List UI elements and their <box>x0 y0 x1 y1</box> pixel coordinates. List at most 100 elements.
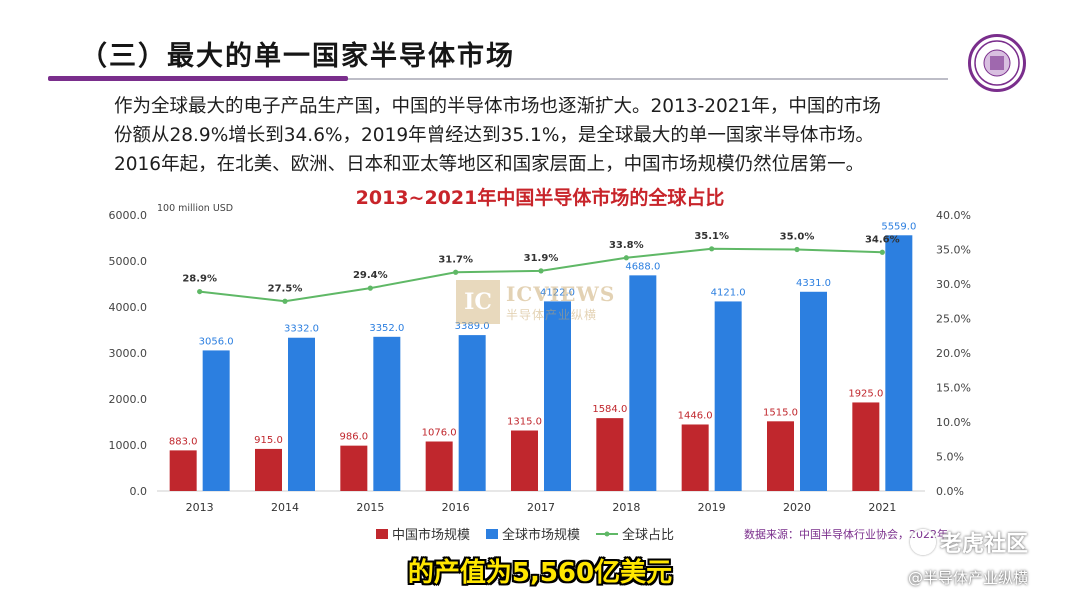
share-point <box>367 285 373 291</box>
bar-china-market <box>681 424 709 491</box>
data-label-global: 4331.0 <box>796 278 831 289</box>
legend-label: 全球市场规模 <box>502 528 581 543</box>
y-right-tick-label: 30.0% <box>936 278 971 291</box>
data-label-china: 1446.0 <box>678 410 713 421</box>
seal-graphic <box>974 40 1020 86</box>
watermark-name: ICVIEWS <box>506 281 616 306</box>
bar-global-market <box>629 275 657 491</box>
bar-global-market <box>373 336 401 491</box>
bar-global-market <box>202 350 230 491</box>
tiger-community-icon <box>910 529 936 555</box>
y-left-tick-label: 5000.0 <box>109 255 148 268</box>
data-label-china: 1315.0 <box>507 417 542 428</box>
data-label-share: 34.6% <box>865 234 900 245</box>
y-right-tick-label: 40.0% <box>936 209 971 222</box>
y-right-tick-label: 0.0% <box>936 485 964 498</box>
data-label-global: 3056.0 <box>199 336 234 347</box>
legend-label: 全球占比 <box>622 528 675 543</box>
share-point <box>197 288 203 295</box>
data-label-china: 1584.0 <box>592 404 627 415</box>
y-left-tick-label: 3000.0 <box>109 347 148 360</box>
x-axis-tick-label: 2016 <box>442 501 470 514</box>
data-label-share: 31.9% <box>524 253 559 264</box>
share-point <box>879 249 885 255</box>
chart-title: 2013~2021年中国半导体市场的全球占比 <box>355 187 725 209</box>
data-label-share: 28.9% <box>182 274 217 285</box>
y-left-tick-label: 4000.0 <box>109 301 148 314</box>
x-axis-tick-label: 2020 <box>783 501 811 514</box>
bar-global-market <box>458 335 486 491</box>
y-left-tick-label: 1000.0 <box>109 439 148 452</box>
intro-line: 份额从28.9%增长到34.6%，2019年曾经达到35.1%，是全球最大的单一… <box>114 125 874 146</box>
y-right-tick-label: 10.0% <box>936 416 971 429</box>
legend-line-icon <box>596 531 619 536</box>
data-label-china: 883.0 <box>169 436 198 447</box>
brand-watermark: 老虎社区 <box>910 526 1028 558</box>
data-label-share: 27.5% <box>268 283 303 294</box>
bar-global-market <box>544 301 571 491</box>
y-left-tick-label: 2000.0 <box>109 393 148 406</box>
slide-title: （三）最大的单一国家半导体市场 <box>80 41 515 72</box>
y-right-tick-label: 25.0% <box>936 313 971 326</box>
data-label-global: 3389.0 <box>455 321 490 332</box>
data-source: 数据来源：中国半导体行业协会，2022年 <box>744 528 948 541</box>
share-point <box>282 298 288 304</box>
y-right-tick-label: 5.0% <box>936 451 964 464</box>
x-axis-tick-label: 2021 <box>868 501 896 514</box>
share-point <box>623 255 629 261</box>
bar-china-market <box>425 441 453 491</box>
x-axis-tick-label: 2019 <box>698 501 726 514</box>
intro-line: 2016年起，在北美、欧洲、日本和亚太等地区和国家层面上，中国市场规模仍然位居第… <box>114 154 865 175</box>
legend-item-global: 全球市场规模 <box>486 524 580 543</box>
y-right-tick-label: 15.0% <box>936 382 971 395</box>
bar-china-market <box>852 402 880 491</box>
data-label-share: 33.8% <box>609 240 644 251</box>
x-axis-tick-label: 2018 <box>612 501 640 514</box>
data-label-china: 986.0 <box>340 432 369 443</box>
data-label-global: 4122.0 <box>540 287 575 298</box>
bar-china-market <box>511 430 538 491</box>
data-label-share: 29.4% <box>353 270 388 281</box>
data-label-global: 4121.0 <box>711 287 746 298</box>
x-axis-tick-label: 2015 <box>356 501 384 514</box>
bar-china-market <box>767 421 794 491</box>
legend-item-share: 全球占比 <box>596 524 674 543</box>
bar-global-market <box>885 235 913 491</box>
icviews-watermark: IC ICVIEWS 半导体产业纵横 <box>456 278 636 326</box>
intro-line: 作为全球最大的电子产品生产国，中国的半导体市场也逐渐扩大。2013-2021年，… <box>114 96 881 117</box>
bar-china-market <box>340 445 368 491</box>
y-left-tick-label: 6000.0 <box>109 209 148 222</box>
brand-name: 老虎社区 <box>940 532 1029 557</box>
data-label-china: 915.0 <box>254 435 283 446</box>
x-axis-tick-label: 2017 <box>527 501 555 514</box>
title-divider <box>48 78 948 80</box>
share-point <box>709 246 715 252</box>
data-label-global: 5559.0 <box>881 221 916 232</box>
account-handle: @半导体产业纵横 <box>908 569 1029 587</box>
data-label-china: 1515.0 <box>763 407 798 418</box>
y-left-tick-label: 0.0 <box>130 485 148 498</box>
data-label-share: 31.7% <box>438 254 473 265</box>
share-point <box>453 269 459 275</box>
university-seal-icon <box>968 34 1026 92</box>
legend-swatch <box>486 528 499 539</box>
legend-label: 中国市场规模 <box>392 528 471 543</box>
bar-china-market <box>169 450 197 491</box>
intro-paragraph: 作为全球最大的电子产品生产国，中国的半导体市场也逐渐扩大。2013-2021年，… <box>114 92 1014 179</box>
y-axis-unit-label: 100 million USD <box>157 203 233 214</box>
share-point <box>794 246 800 253</box>
data-label-share: 35.1% <box>694 231 729 242</box>
share-point <box>538 268 544 274</box>
video-subtitle: 的产值为5,560亿美元 <box>407 558 673 588</box>
data-label-china: 1076.0 <box>422 428 457 439</box>
y-right-tick-label: 35.0% <box>936 244 971 257</box>
data-label-global: 3352.0 <box>369 323 404 334</box>
x-axis-tick-label: 2013 <box>186 501 214 514</box>
data-label-global: 4688.0 <box>625 261 660 272</box>
title-accent-bar <box>48 76 348 81</box>
data-label-share: 35.0% <box>780 232 815 243</box>
bar-global-market <box>800 291 827 491</box>
bar-global-market <box>714 301 742 491</box>
